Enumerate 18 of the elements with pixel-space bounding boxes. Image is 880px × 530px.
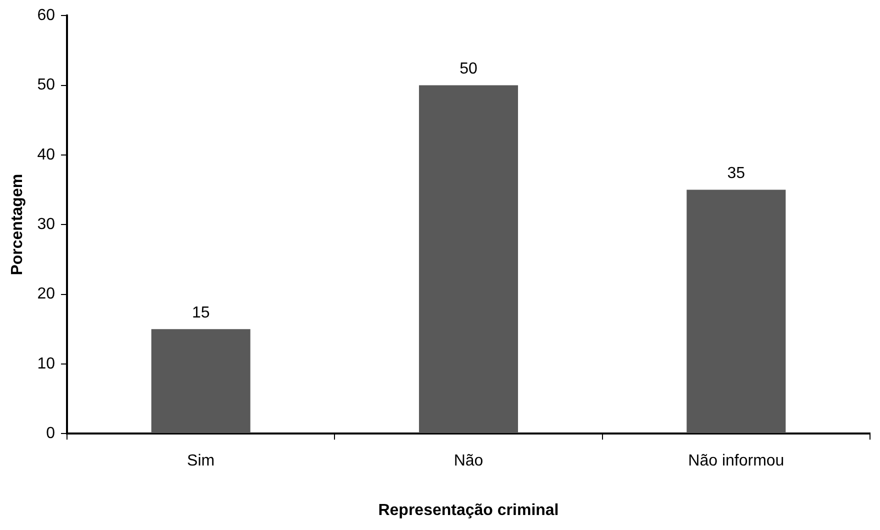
data-label: 35 [727,165,746,182]
y-tick-label: 0 [46,425,56,442]
y-tick-label: 10 [37,355,56,372]
y-tick-label: 60 [37,7,56,24]
y-tick-label: 30 [37,216,56,234]
bar [151,329,250,434]
x-tick-label: Não informou [688,452,784,470]
y-tick-label: 40 [37,146,56,164]
bar [686,190,786,434]
x-axis-title: Representação criminal [378,502,559,519]
y-tick-label: 50 [37,76,56,94]
y-tick-label: 20 [37,286,56,303]
x-tick-label: Sim [187,452,215,470]
y-axis-title: Porcentagem [9,174,26,276]
bar [418,85,518,434]
data-label: 50 [460,60,478,78]
x-tick-label: Não [454,452,484,470]
data-label: 15 [192,304,210,322]
